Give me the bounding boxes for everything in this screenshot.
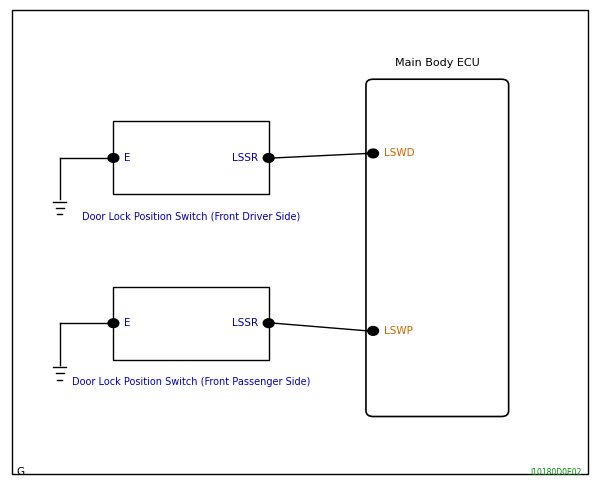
Bar [113, 287, 269, 360]
Circle shape [108, 154, 119, 162]
Text: LSWP: LSWP [384, 326, 413, 336]
Text: Door Lock Position Switch (Front Passenger Side): Door Lock Position Switch (Front Passeng… [72, 377, 310, 387]
Circle shape [368, 327, 378, 335]
Circle shape [263, 154, 274, 162]
Text: E: E [124, 153, 131, 163]
Circle shape [263, 319, 274, 328]
Text: LSWD: LSWD [384, 148, 414, 158]
Text: LSSR: LSSR [232, 318, 258, 328]
Text: Door Lock Position Switch (Front Driver Side): Door Lock Position Switch (Front Driver … [82, 211, 300, 222]
Circle shape [108, 319, 119, 328]
Text: I10180D0E02: I10180D0E02 [531, 468, 582, 477]
Bar [113, 122, 269, 194]
Text: LSSR: LSSR [232, 153, 258, 163]
Circle shape [368, 149, 378, 158]
Text: G: G [17, 467, 25, 477]
Text: Main Body ECU: Main Body ECU [395, 58, 479, 68]
Text: E: E [124, 318, 131, 328]
